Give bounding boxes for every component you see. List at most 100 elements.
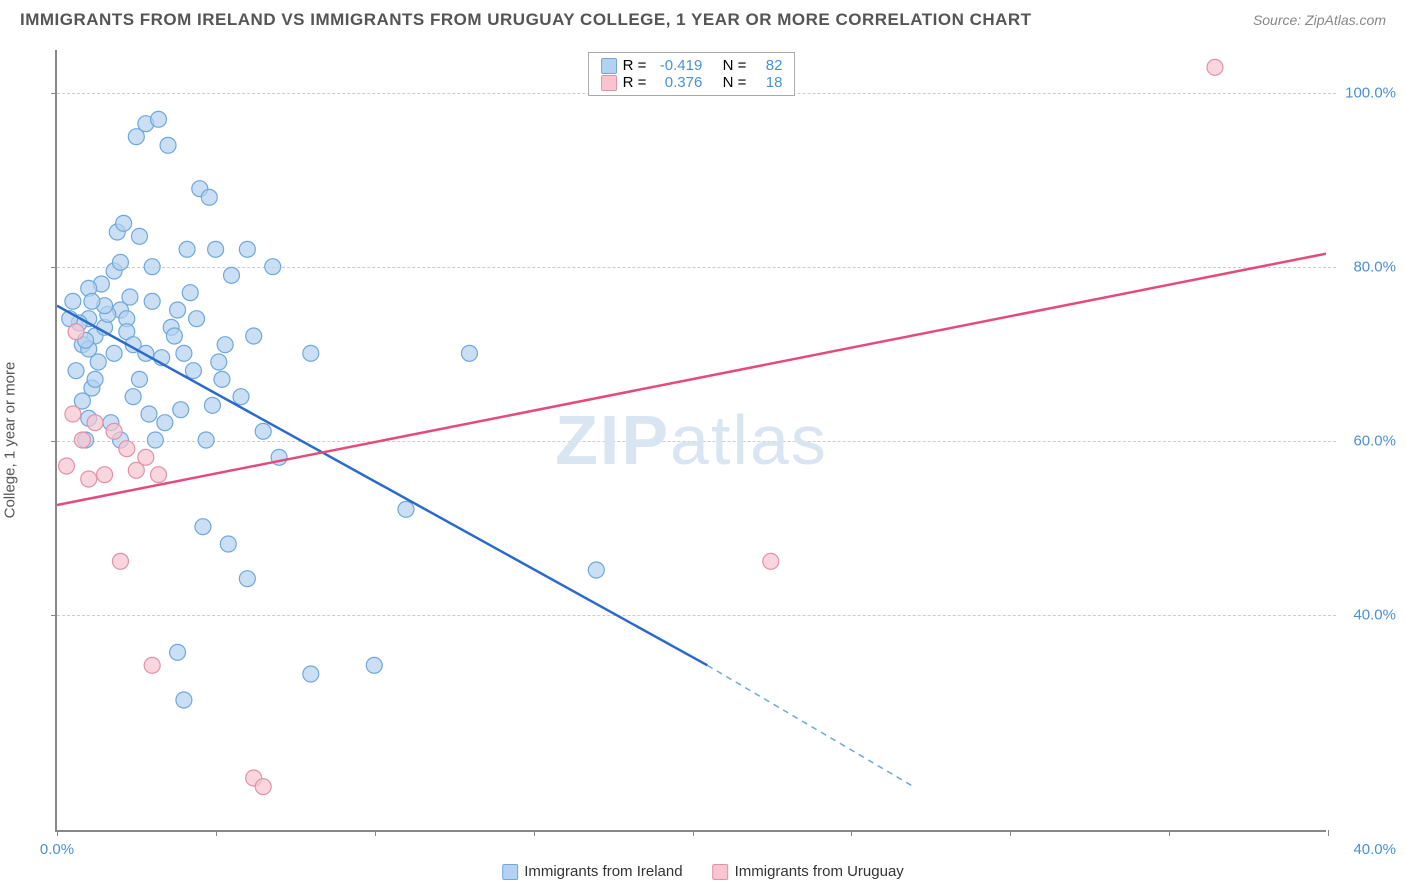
y-tick-label: 40.0% [1353, 606, 1396, 623]
scatter-point [59, 458, 75, 474]
scatter-point [160, 137, 176, 153]
scatter-point [138, 449, 154, 465]
scatter-point [81, 471, 97, 487]
scatter-point [170, 302, 186, 318]
legend-swatch [502, 864, 518, 880]
scatter-point [246, 328, 262, 344]
scatter-point [116, 215, 132, 231]
scatter-point [255, 423, 271, 439]
scatter-point [182, 285, 198, 301]
scatter-point [144, 657, 160, 673]
scatter-plot-svg [57, 50, 1326, 830]
scatter-point [173, 402, 189, 418]
scatter-point [131, 228, 147, 244]
legend-swatch [601, 58, 617, 74]
n-value: 82 [752, 57, 782, 74]
scatter-point [125, 389, 141, 405]
r-value: 0.376 [652, 74, 702, 91]
scatter-point [112, 553, 128, 569]
legend-row: R = -0.419 N = 82 [601, 57, 783, 74]
scatter-point [204, 397, 220, 413]
correlation-legend: R = -0.419 N = 82 R = 0.376 N = 18 [588, 52, 796, 96]
scatter-point [588, 562, 604, 578]
n-label: N = [723, 57, 747, 74]
scatter-point [122, 289, 138, 305]
chart-source: Source: ZipAtlas.com [1253, 12, 1386, 28]
scatter-point [1207, 59, 1223, 75]
scatter-point [265, 259, 281, 275]
scatter-point [141, 406, 157, 422]
x-axis-right-label: 40.0% [1353, 841, 1396, 858]
x-tick [851, 830, 852, 836]
scatter-point [195, 519, 211, 535]
legend-item: Immigrants from Uruguay [713, 863, 904, 880]
x-tick [534, 830, 535, 836]
r-value: -0.419 [652, 57, 702, 74]
scatter-point [176, 345, 192, 361]
scatter-point [185, 363, 201, 379]
y-axis-label: College, 1 year or more [2, 362, 19, 519]
scatter-point [239, 571, 255, 587]
x-tick [1328, 830, 1329, 836]
scatter-point [151, 467, 167, 483]
scatter-point [112, 254, 128, 270]
x-axis-left-label: 0.0% [40, 841, 74, 858]
scatter-point [84, 293, 100, 309]
scatter-point [166, 328, 182, 344]
x-tick [57, 830, 58, 836]
scatter-point [220, 536, 236, 552]
scatter-point [208, 241, 224, 257]
scatter-point [461, 345, 477, 361]
legend-swatch [601, 75, 617, 91]
legend-swatch [713, 864, 729, 880]
n-label: N = [723, 74, 747, 91]
scatter-point [366, 657, 382, 673]
scatter-point [303, 666, 319, 682]
scatter-point [106, 345, 122, 361]
scatter-point [106, 423, 122, 439]
scatter-point [151, 111, 167, 127]
trend-line-dashed [707, 665, 913, 786]
series-legend: Immigrants from Ireland Immigrants from … [502, 863, 904, 880]
scatter-point [87, 371, 103, 387]
scatter-point [224, 267, 240, 283]
r-label: R = [623, 57, 647, 74]
legend-label: Immigrants from Uruguay [735, 863, 904, 880]
chart-plot-area: ZIPatlas R = -0.419 N = 82 R = 0.376 N =… [55, 50, 1326, 832]
x-tick [216, 830, 217, 836]
legend-item: Immigrants from Ireland [502, 863, 682, 880]
scatter-point [157, 415, 173, 431]
y-tick-label: 80.0% [1353, 259, 1396, 276]
x-tick [1169, 830, 1170, 836]
x-tick [375, 830, 376, 836]
n-value: 18 [752, 74, 782, 91]
scatter-point [398, 501, 414, 517]
scatter-point [176, 692, 192, 708]
scatter-point [211, 354, 227, 370]
r-label: R = [623, 74, 647, 91]
y-tick-label: 100.0% [1345, 85, 1396, 102]
scatter-point [74, 432, 90, 448]
trend-line [57, 254, 1326, 505]
scatter-point [179, 241, 195, 257]
scatter-point [217, 337, 233, 353]
scatter-point [255, 779, 271, 795]
scatter-point [65, 293, 81, 309]
scatter-point [87, 415, 103, 431]
scatter-point [119, 441, 135, 457]
scatter-point [97, 467, 113, 483]
scatter-point [189, 311, 205, 327]
scatter-point [65, 406, 81, 422]
scatter-point [201, 189, 217, 205]
y-tick-label: 60.0% [1353, 433, 1396, 450]
scatter-point [131, 371, 147, 387]
scatter-point [144, 293, 160, 309]
x-tick [693, 830, 694, 836]
chart-title: IMMIGRANTS FROM IRELAND VS IMMIGRANTS FR… [20, 10, 1032, 30]
scatter-point [214, 371, 230, 387]
scatter-point [170, 644, 186, 660]
scatter-point [68, 363, 84, 379]
scatter-point [198, 432, 214, 448]
scatter-point [233, 389, 249, 405]
scatter-point [303, 345, 319, 361]
